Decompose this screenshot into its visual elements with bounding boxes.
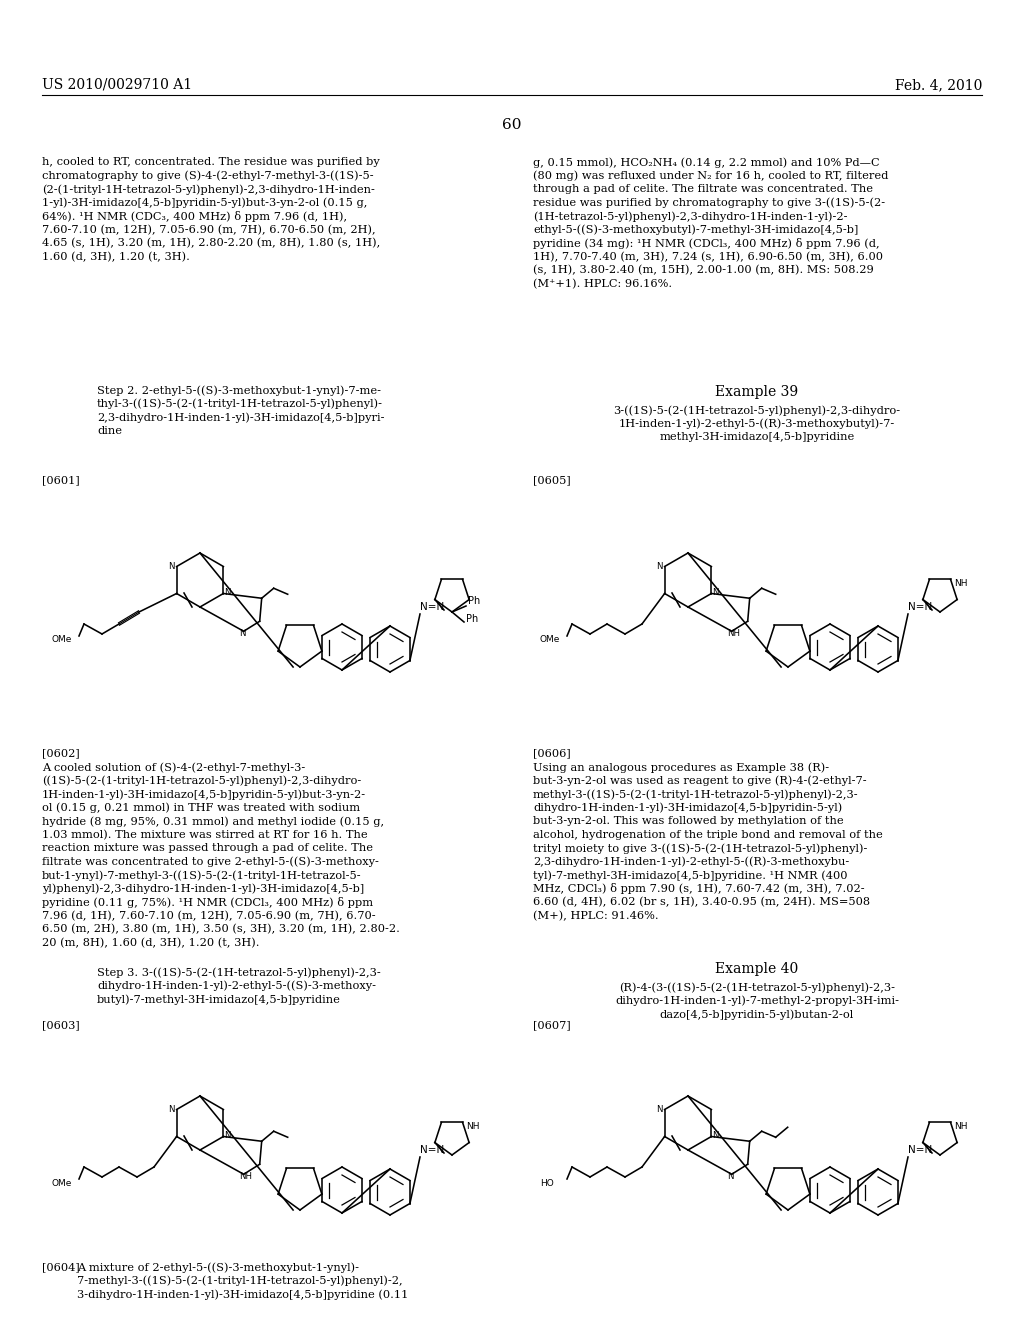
Text: but-3-yn-2-ol. This was followed by methylation of the: but-3-yn-2-ol. This was followed by meth… bbox=[534, 816, 844, 826]
Text: [0607]: [0607] bbox=[534, 1020, 570, 1030]
Text: (80 mg) was refluxed under N₂ for 16 h, cooled to RT, filtered: (80 mg) was refluxed under N₂ for 16 h, … bbox=[534, 170, 889, 181]
Text: Feb. 4, 2010: Feb. 4, 2010 bbox=[895, 78, 982, 92]
Text: 64%). ¹H NMR (CDC₃, 400 MHz) δ ppm 7.96 (d, 1H),: 64%). ¹H NMR (CDC₃, 400 MHz) δ ppm 7.96 … bbox=[42, 211, 347, 222]
Text: trityl moiety to give 3-((1S)-5-(2-(1H-tetrazol-5-yl)phenyl)-: trityl moiety to give 3-((1S)-5-(2-(1H-t… bbox=[534, 843, 867, 854]
Text: 2,3-dihydro-1H-inden-1-yl)-3H-imidazo[4,5-b]pyri-: 2,3-dihydro-1H-inden-1-yl)-3H-imidazo[4,… bbox=[97, 412, 384, 422]
Text: 1H-inden-1-yl)-2-ethyl-5-((R)-3-methoxybutyl)-7-: 1H-inden-1-yl)-2-ethyl-5-((R)-3-methoxyb… bbox=[618, 418, 895, 429]
Text: alcohol, hydrogenation of the triple bond and removal of the: alcohol, hydrogenation of the triple bon… bbox=[534, 829, 883, 840]
Text: Example 39: Example 39 bbox=[716, 385, 799, 399]
Text: NH: NH bbox=[954, 579, 968, 587]
Text: NH: NH bbox=[239, 1172, 252, 1181]
Text: OMe: OMe bbox=[52, 635, 73, 644]
Text: hydride (8 mg, 95%, 0.31 mmol) and methyl iodide (0.15 g,: hydride (8 mg, 95%, 0.31 mmol) and methy… bbox=[42, 816, 384, 826]
Text: methyl-3H-imidazo[4,5-b]pyridine: methyl-3H-imidazo[4,5-b]pyridine bbox=[659, 432, 855, 442]
Text: N: N bbox=[224, 1131, 230, 1140]
Text: Example 40: Example 40 bbox=[716, 962, 799, 975]
Text: ol (0.15 g, 0.21 mmol) in THF was treated with sodium: ol (0.15 g, 0.21 mmol) in THF was treate… bbox=[42, 803, 360, 813]
Text: N: N bbox=[713, 1131, 719, 1140]
Text: N=N: N=N bbox=[420, 1144, 444, 1155]
Text: N=N: N=N bbox=[908, 602, 932, 612]
Text: NH: NH bbox=[466, 1122, 479, 1131]
Text: 3-((1S)-5-(2-(1H-tetrazol-5-yl)phenyl)-2,3-dihydro-: 3-((1S)-5-(2-(1H-tetrazol-5-yl)phenyl)-2… bbox=[613, 405, 900, 416]
Text: N: N bbox=[168, 1105, 175, 1114]
Text: Ph: Ph bbox=[466, 614, 478, 624]
Text: tyl)-7-methyl-3H-imidazo[4,5-b]pyridine. ¹H NMR (400: tyl)-7-methyl-3H-imidazo[4,5-b]pyridine.… bbox=[534, 870, 848, 880]
Text: dazo[4,5-b]pyridin-5-yl)butan-2-ol: dazo[4,5-b]pyridin-5-yl)butan-2-ol bbox=[659, 1008, 854, 1019]
Text: (1H-tetrazol-5-yl)phenyl)-2,3-dihydro-1H-inden-1-yl)-2-: (1H-tetrazol-5-yl)phenyl)-2,3-dihydro-1H… bbox=[534, 211, 848, 222]
Text: filtrate was concentrated to give 2-ethyl-5-((S)-3-methoxy-: filtrate was concentrated to give 2-ethy… bbox=[42, 857, 379, 867]
Text: A cooled solution of (S)-4-(2-ethyl-7-methyl-3-: A cooled solution of (S)-4-(2-ethyl-7-me… bbox=[42, 762, 305, 772]
Text: N=N: N=N bbox=[420, 602, 444, 612]
Text: US 2010/0029710 A1: US 2010/0029710 A1 bbox=[42, 78, 193, 92]
Text: 1-yl)-3H-imidazo[4,5-b]pyridin-5-yl)but-3-yn-2-ol (0.15 g,: 1-yl)-3H-imidazo[4,5-b]pyridin-5-yl)but-… bbox=[42, 198, 368, 209]
Text: OMe: OMe bbox=[540, 635, 560, 644]
Text: h, cooled to RT, concentrated. The residue was purified by: h, cooled to RT, concentrated. The resid… bbox=[42, 157, 380, 168]
Text: dihydro-1H-inden-1-yl)-7-methyl-2-propyl-3H-imi-: dihydro-1H-inden-1-yl)-7-methyl-2-propyl… bbox=[615, 995, 899, 1006]
Text: 1H), 7.70-7.40 (m, 3H), 7.24 (s, 1H), 6.90-6.50 (m, 3H), 6.00: 1H), 7.70-7.40 (m, 3H), 7.24 (s, 1H), 6.… bbox=[534, 252, 883, 261]
Text: [0601]: [0601] bbox=[42, 475, 80, 484]
Text: 7.60-7.10 (m, 12H), 7.05-6.90 (m, 7H), 6.70-6.50 (m, 2H),: 7.60-7.10 (m, 12H), 7.05-6.90 (m, 7H), 6… bbox=[42, 224, 376, 235]
Text: (M⁺+1). HPLC: 96.16%.: (M⁺+1). HPLC: 96.16%. bbox=[534, 279, 672, 289]
Text: dihydro-1H-inden-1-yl)-3H-imidazo[4,5-b]pyridin-5-yl): dihydro-1H-inden-1-yl)-3H-imidazo[4,5-b]… bbox=[534, 803, 843, 813]
Text: (2-(1-trityl-1H-tetrazol-5-yl)phenyl)-2,3-dihydro-1H-inden-: (2-(1-trityl-1H-tetrazol-5-yl)phenyl)-2,… bbox=[42, 183, 375, 194]
Text: g, 0.15 mmol), HCO₂NH₄ (0.14 g, 2.2 mmol) and 10% Pd—C: g, 0.15 mmol), HCO₂NH₄ (0.14 g, 2.2 mmol… bbox=[534, 157, 880, 168]
Text: pyridine (34 mg): ¹H NMR (CDCl₃, 400 MHz) δ ppm 7.96 (d,: pyridine (34 mg): ¹H NMR (CDCl₃, 400 MHz… bbox=[534, 238, 880, 249]
Text: Step 3. 3-((1S)-5-(2-(1H-tetrazol-5-yl)phenyl)-2,3-: Step 3. 3-((1S)-5-(2-(1H-tetrazol-5-yl)p… bbox=[97, 968, 381, 978]
Text: N: N bbox=[656, 1105, 663, 1114]
Text: 2,3-dihydro-1H-inden-1-yl)-2-ethyl-5-((R)-3-methoxybu-: 2,3-dihydro-1H-inden-1-yl)-2-ethyl-5-((R… bbox=[534, 857, 849, 867]
Text: 6.60 (d, 4H), 6.02 (br s, 1H), 3.40-0.95 (m, 24H). MS=508: 6.60 (d, 4H), 6.02 (br s, 1H), 3.40-0.95… bbox=[534, 898, 870, 907]
Text: 1.03 mmol). The mixture was stirred at RT for 16 h. The: 1.03 mmol). The mixture was stirred at R… bbox=[42, 829, 368, 840]
Text: (M+), HPLC: 91.46%.: (M+), HPLC: 91.46%. bbox=[534, 911, 658, 921]
Text: 1.60 (d, 3H), 1.20 (t, 3H).: 1.60 (d, 3H), 1.20 (t, 3H). bbox=[42, 252, 189, 261]
Text: Step 2. 2-ethyl-5-((S)-3-methoxybut-1-ynyl)-7-me-: Step 2. 2-ethyl-5-((S)-3-methoxybut-1-yn… bbox=[97, 385, 381, 396]
Text: NH: NH bbox=[954, 1122, 968, 1131]
Text: 7-methyl-3-((1S)-5-(2-(1-trityl-1H-tetrazol-5-yl)phenyl)-2,: 7-methyl-3-((1S)-5-(2-(1-trityl-1H-tetra… bbox=[77, 1275, 402, 1286]
Text: 7.96 (d, 1H), 7.60-7.10 (m, 12H), 7.05-6.90 (m, 7H), 6.70-: 7.96 (d, 1H), 7.60-7.10 (m, 12H), 7.05-6… bbox=[42, 911, 376, 921]
Text: through a pad of celite. The filtrate was concentrated. The: through a pad of celite. The filtrate wa… bbox=[534, 183, 873, 194]
Text: N: N bbox=[224, 587, 230, 597]
Text: N: N bbox=[168, 562, 175, 572]
Text: reaction mixture was passed through a pad of celite. The: reaction mixture was passed through a pa… bbox=[42, 843, 373, 853]
Text: 60: 60 bbox=[502, 117, 522, 132]
Text: dihydro-1H-inden-1-yl)-2-ethyl-5-((S)-3-methoxy-: dihydro-1H-inden-1-yl)-2-ethyl-5-((S)-3-… bbox=[97, 981, 376, 991]
Text: OMe: OMe bbox=[52, 1179, 73, 1188]
Text: N: N bbox=[656, 562, 663, 572]
Text: N=N: N=N bbox=[908, 1144, 932, 1155]
Text: pyridine (0.11 g, 75%). ¹H NMR (CDCl₃, 400 MHz) δ ppm: pyridine (0.11 g, 75%). ¹H NMR (CDCl₃, 4… bbox=[42, 898, 373, 908]
Text: A mixture of 2-ethyl-5-((S)-3-methoxybut-1-ynyl)-: A mixture of 2-ethyl-5-((S)-3-methoxybut… bbox=[77, 1262, 359, 1272]
Text: dine: dine bbox=[97, 425, 122, 436]
Text: MHz, CDCl₃) δ ppm 7.90 (s, 1H), 7.60-7.42 (m, 3H), 7.02-: MHz, CDCl₃) δ ppm 7.90 (s, 1H), 7.60-7.4… bbox=[534, 883, 864, 895]
Text: Using an analogous procedures as Example 38 (R)-: Using an analogous procedures as Example… bbox=[534, 762, 829, 772]
Text: [0604]: [0604] bbox=[42, 1262, 80, 1272]
Text: ethyl-5-((S)-3-methoxybutyl)-7-methyl-3H-imidazo[4,5-b]: ethyl-5-((S)-3-methoxybutyl)-7-methyl-3H… bbox=[534, 224, 858, 235]
Text: chromatography to give (S)-4-(2-ethyl-7-methyl-3-((1S)-5-: chromatography to give (S)-4-(2-ethyl-7-… bbox=[42, 170, 374, 181]
Text: methyl-3-((1S)-5-(2-(1-trityl-1H-tetrazol-5-yl)phenyl)-2,3-: methyl-3-((1S)-5-(2-(1-trityl-1H-tetrazo… bbox=[534, 789, 859, 800]
Text: HO: HO bbox=[540, 1179, 554, 1188]
Text: ((1S)-5-(2-(1-trityl-1H-tetrazol-5-yl)phenyl)-2,3-dihydro-: ((1S)-5-(2-(1-trityl-1H-tetrazol-5-yl)ph… bbox=[42, 776, 361, 787]
Text: 1H-inden-1-yl)-3H-imidazo[4,5-b]pyridin-5-yl)but-3-yn-2-: 1H-inden-1-yl)-3H-imidazo[4,5-b]pyridin-… bbox=[42, 789, 367, 800]
Text: (s, 1H), 3.80-2.40 (m, 15H), 2.00-1.00 (m, 8H). MS: 508.29: (s, 1H), 3.80-2.40 (m, 15H), 2.00-1.00 (… bbox=[534, 265, 873, 276]
Text: (R)-4-(3-((1S)-5-(2-(1H-tetrazol-5-yl)phenyl)-2,3-: (R)-4-(3-((1S)-5-(2-(1H-tetrazol-5-yl)ph… bbox=[618, 982, 895, 993]
Text: N: N bbox=[727, 1172, 733, 1181]
Text: thyl-3-((1S)-5-(2-(1-trityl-1H-tetrazol-5-yl)phenyl)-: thyl-3-((1S)-5-(2-(1-trityl-1H-tetrazol-… bbox=[97, 399, 383, 409]
Text: [0606]: [0606] bbox=[534, 748, 570, 758]
Text: 4.65 (s, 1H), 3.20 (m, 1H), 2.80-2.20 (m, 8H), 1.80 (s, 1H),: 4.65 (s, 1H), 3.20 (m, 1H), 2.80-2.20 (m… bbox=[42, 238, 380, 248]
Text: N: N bbox=[239, 630, 245, 639]
Text: yl)phenyl)-2,3-dihydro-1H-inden-1-yl)-3H-imidazo[4,5-b]: yl)phenyl)-2,3-dihydro-1H-inden-1-yl)-3H… bbox=[42, 883, 365, 894]
Text: residue was purified by chromatography to give 3-((1S)-5-(2-: residue was purified by chromatography t… bbox=[534, 198, 885, 209]
Text: Ph: Ph bbox=[468, 597, 480, 606]
Text: NH: NH bbox=[727, 630, 739, 639]
Text: N: N bbox=[713, 587, 719, 597]
Text: 20 (m, 8H), 1.60 (d, 3H), 1.20 (t, 3H).: 20 (m, 8H), 1.60 (d, 3H), 1.20 (t, 3H). bbox=[42, 937, 259, 948]
Text: but-3-yn-2-ol was used as reagent to give (R)-4-(2-ethyl-7-: but-3-yn-2-ol was used as reagent to giv… bbox=[534, 776, 866, 787]
Text: 3-dihydro-1H-inden-1-yl)-3H-imidazo[4,5-b]pyridine (0.11: 3-dihydro-1H-inden-1-yl)-3H-imidazo[4,5-… bbox=[77, 1290, 409, 1300]
Text: 6.50 (m, 2H), 3.80 (m, 1H), 3.50 (s, 3H), 3.20 (m, 1H), 2.80-2.: 6.50 (m, 2H), 3.80 (m, 1H), 3.50 (s, 3H)… bbox=[42, 924, 400, 935]
Text: but-1-ynyl)-7-methyl-3-((1S)-5-(2-(1-trityl-1H-tetrazol-5-: but-1-ynyl)-7-methyl-3-((1S)-5-(2-(1-tri… bbox=[42, 870, 361, 880]
Text: [0603]: [0603] bbox=[42, 1020, 80, 1030]
Text: [0605]: [0605] bbox=[534, 475, 570, 484]
Text: [0602]: [0602] bbox=[42, 748, 80, 758]
Text: butyl)-7-methyl-3H-imidazo[4,5-b]pyridine: butyl)-7-methyl-3H-imidazo[4,5-b]pyridin… bbox=[97, 994, 341, 1005]
